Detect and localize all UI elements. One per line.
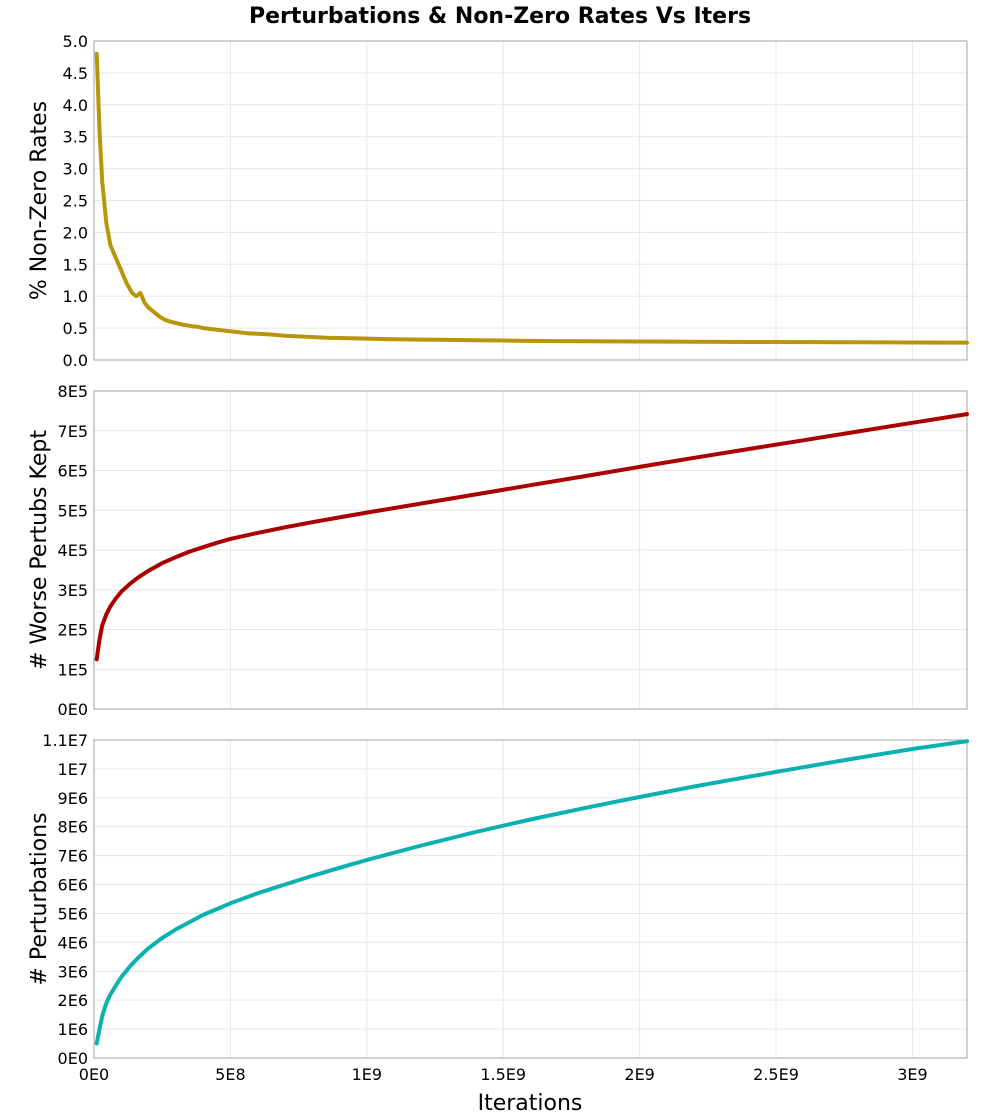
y-tick-label: 1.1E7 [42, 731, 88, 750]
y-tick-label: 2E6 [58, 991, 88, 1010]
y-tick-label: 0E0 [58, 700, 88, 719]
y-tick-label: 1.5 [63, 255, 88, 274]
y-tick-label: 5E6 [58, 904, 88, 923]
y-tick-label: 1E5 [58, 660, 88, 679]
series-line-3 [94, 739, 969, 1046]
y-tick-label: 2.0 [63, 223, 88, 242]
chart-title: Perturbations & Non-Zero Rates Vs Iters [249, 4, 751, 29]
y-tick-label: 0E0 [58, 1049, 88, 1068]
plot-frame [93, 40, 968, 361]
series-line-1 [94, 51, 969, 345]
x-axis-label: Iterations [478, 1091, 583, 1116]
y-tick-label: 0.0 [63, 351, 88, 370]
panel-2: 0E0 1E5 2E5 3E5 4E5 5E5 6E5 7E5 8E5 # Worse Pertu… [27, 382, 969, 719]
plot-frame [93, 739, 968, 1059]
y-tick-label: 8E5 [58, 382, 88, 401]
x-tick-label: 2E9 [624, 1065, 654, 1084]
y-tick-label: 7E6 [58, 847, 88, 866]
x-tick-label: 5E8 [215, 1065, 245, 1084]
x-tick-label: 3E9 [897, 1065, 927, 1084]
y-tick-label: 2.5 [63, 192, 88, 211]
series-line-2 [94, 412, 969, 662]
plot-frame [93, 390, 968, 710]
y-tick-label: 5.0 [63, 32, 88, 51]
y-tick-label: 4.0 [63, 96, 88, 115]
panel-1: 0.0 0.5 1.0 1.5 2.0 2.5 3.0 3.5 4.0 4.5 5.0 % Non-Z… [27, 32, 969, 370]
y-tick-label: 4.5 [63, 64, 88, 83]
panels: 0.0 0.5 1.0 1.5 2.0 2.5 3.0 3.5 4.0 4.5 5.0 % Non-Z… [27, 32, 969, 1084]
y-tick-label: 2E5 [58, 621, 88, 640]
y-tick-label: 8E6 [58, 818, 88, 837]
y-tick-label: 6E5 [58, 462, 88, 481]
y-tick-label: 3E6 [58, 962, 88, 981]
x-tick-label: 2.5E9 [753, 1065, 799, 1084]
y-tick-label: 6E6 [58, 876, 88, 895]
y-tick-label: 1.0 [63, 287, 88, 306]
y-tick-label: 7E5 [58, 422, 88, 441]
y-tick-label: 3.5 [63, 128, 88, 147]
x-tick-label: 1.5E9 [480, 1065, 526, 1084]
y-tick-label: 3E5 [58, 581, 88, 600]
y-axis-label: # Perturbations [27, 812, 52, 985]
y-tick-label: 1E6 [58, 1020, 88, 1039]
y-axis-label: # Worse Pertubs Kept [27, 430, 52, 670]
y-axis-label: % Non-Zero Rates [27, 101, 52, 300]
x-tick-label: 0E0 [79, 1065, 109, 1084]
y-tick-label: 1E7 [58, 760, 88, 779]
y-tick-label: 0.5 [63, 319, 88, 338]
y-tick-label: 5E5 [58, 501, 88, 520]
x-tick-label: 1E9 [352, 1065, 382, 1084]
y-tick-label: 9E6 [58, 789, 88, 808]
panel-3: 0E0 1E6 2E6 3E6 4E6 5E6 6E6 7E6 8E6 9E6 1E7 1.1E7 # … [27, 731, 969, 1068]
y-tick-label: 4E6 [58, 933, 88, 952]
y-tick-label: 3.0 [63, 160, 88, 179]
y-tick-label: 4E5 [58, 541, 88, 560]
